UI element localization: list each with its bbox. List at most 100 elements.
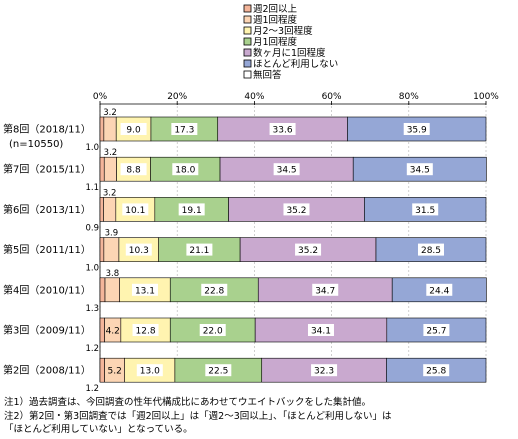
data-label-box [172,163,199,176]
data-label: 19.1 [182,206,202,216]
data-label: 18.0 [175,166,195,176]
bar-segment [99,237,105,262]
legend-swatch [243,26,252,35]
row-label: 第2回（2008/11） [3,364,91,377]
row-label: 第7回（2015/11） [3,163,91,176]
note-2: 注2）第2回・第3回調査では「週2回以上」は「週2～3回以上」、「ほとんど利用し… [4,410,392,422]
bar-segment [103,116,117,142]
x-tick-label: 20% [167,92,187,102]
data-label: 8.8 [126,166,141,176]
data-label: 3.9 [105,229,119,239]
bar-segment [99,357,105,383]
data-label-box [426,283,453,296]
row-labels: 第8回（2018/11） (n=10550) 第7回（2015/11） 第6回（201… [3,123,91,377]
data-label-box [122,203,149,216]
x-tick-label: 60% [322,92,342,102]
data-label-box [199,324,226,336]
data-label-box [125,243,152,256]
data-label: 1.2 [85,384,99,394]
legend-swatch [243,37,252,46]
legend-label: 月2～3回程度 [253,25,313,37]
data-label-box [417,243,444,256]
row-label: 第4回（2010/11） [3,283,91,296]
data-label: 0.9 [85,223,99,233]
data-label: 17.3 [174,126,194,136]
data-label: 1.0 [85,143,99,153]
bar-segment [99,197,104,222]
legend-label: 週1回程度 [253,14,298,26]
data-label: 1.2 [85,344,99,354]
data-label: 32.3 [314,367,334,377]
stacked-bar-chart: 週2回以上週1回程度月2～3回程度月1回程度数ヶ月に1回程度ほとんど利用しない無… [3,3,499,394]
bar-segment [99,317,105,343]
bars: 1.0 3.2 9.0 17.3 33.6 35.9 1.1 3.2 8.8 18.0 34.5 34… [85,108,487,394]
legend-swatch [243,59,252,68]
row-label: 第6回（2013/11） [3,203,91,216]
bar-segment [104,277,120,303]
data-label: 34.5 [410,166,430,176]
bar-segment [99,116,105,142]
x-tick-label: 0% [93,92,108,102]
data-label-box [403,123,430,135]
data-label: 12.8 [136,327,156,337]
data-label-box [131,283,158,296]
data-label: 22.8 [204,286,224,296]
legend-swatch [243,48,252,57]
data-label-box [136,364,163,377]
data-label-box [205,364,232,377]
legend-label: 週2回以上 [253,3,298,15]
legend-swatch [243,70,252,79]
data-label: 1.0 [85,264,99,274]
legend-label: 月1回程度 [253,36,298,48]
data-label: 9.0 [126,126,141,136]
data-label: 35.2 [298,246,318,256]
bar-segment [103,197,117,222]
data-label: 3.2 [103,108,117,118]
data-label: 5.2 [108,367,122,377]
data-label-box [269,123,296,135]
data-label-box [412,203,439,216]
data-label-box [201,283,228,296]
data-label: 28.5 [421,246,441,256]
data-label: 34.7 [315,286,335,296]
data-label-box [186,243,213,256]
data-label: 33.6 [273,126,293,136]
data-label: 13.1 [135,286,155,296]
data-label-box [171,123,198,135]
data-label: 35.9 [407,126,427,136]
note-3: 「ほとんど利用していない」となっている。 [4,424,193,435]
data-label-box [120,163,147,176]
data-label: 1.1 [85,183,99,193]
bar-segment [99,277,106,303]
legend: 週2回以上週1回程度月2～3回程度月1回程度数ヶ月に1回程度ほとんど利用しない無… [243,3,338,81]
bar-segment [103,156,117,182]
x-tick-label: 100% [473,92,499,102]
data-label: 21.1 [189,246,209,256]
data-label: 10.3 [129,246,149,256]
data-label: 24.4 [429,286,449,296]
note-1: 注1）過去調査は、今回調査の性年代構成比にあわせてウエイトバックをした集計値。 [4,397,372,408]
data-label: 34.5 [277,166,297,176]
row-label: 第8回（2018/11） [3,123,91,136]
data-label: 31.5 [415,206,435,216]
data-label: 3.2 [103,188,117,198]
data-label: 35.2 [286,206,306,216]
data-label-box [295,243,322,256]
data-label: 1.3 [85,304,99,314]
bar-segment [103,237,120,262]
data-label: 34.1 [311,327,331,337]
x-tick-label: 80% [399,92,419,102]
data-label-box [307,324,334,336]
legend-swatch [243,4,252,13]
data-label-box [283,203,310,216]
legend-label: 数ヶ月に1回程度 [253,47,326,59]
data-label: 22.0 [203,327,223,337]
data-label: 22.5 [208,367,228,377]
row-label: 第5回（2011/11） [3,243,91,256]
data-label: 10.1 [125,206,145,216]
row-sample-size: (n=10550) [9,139,63,150]
data-label-box [406,163,433,176]
legend-label: 無回答 [253,69,282,81]
row-label: 第3回（2009/11） [3,324,91,337]
bar-segment [99,156,105,182]
